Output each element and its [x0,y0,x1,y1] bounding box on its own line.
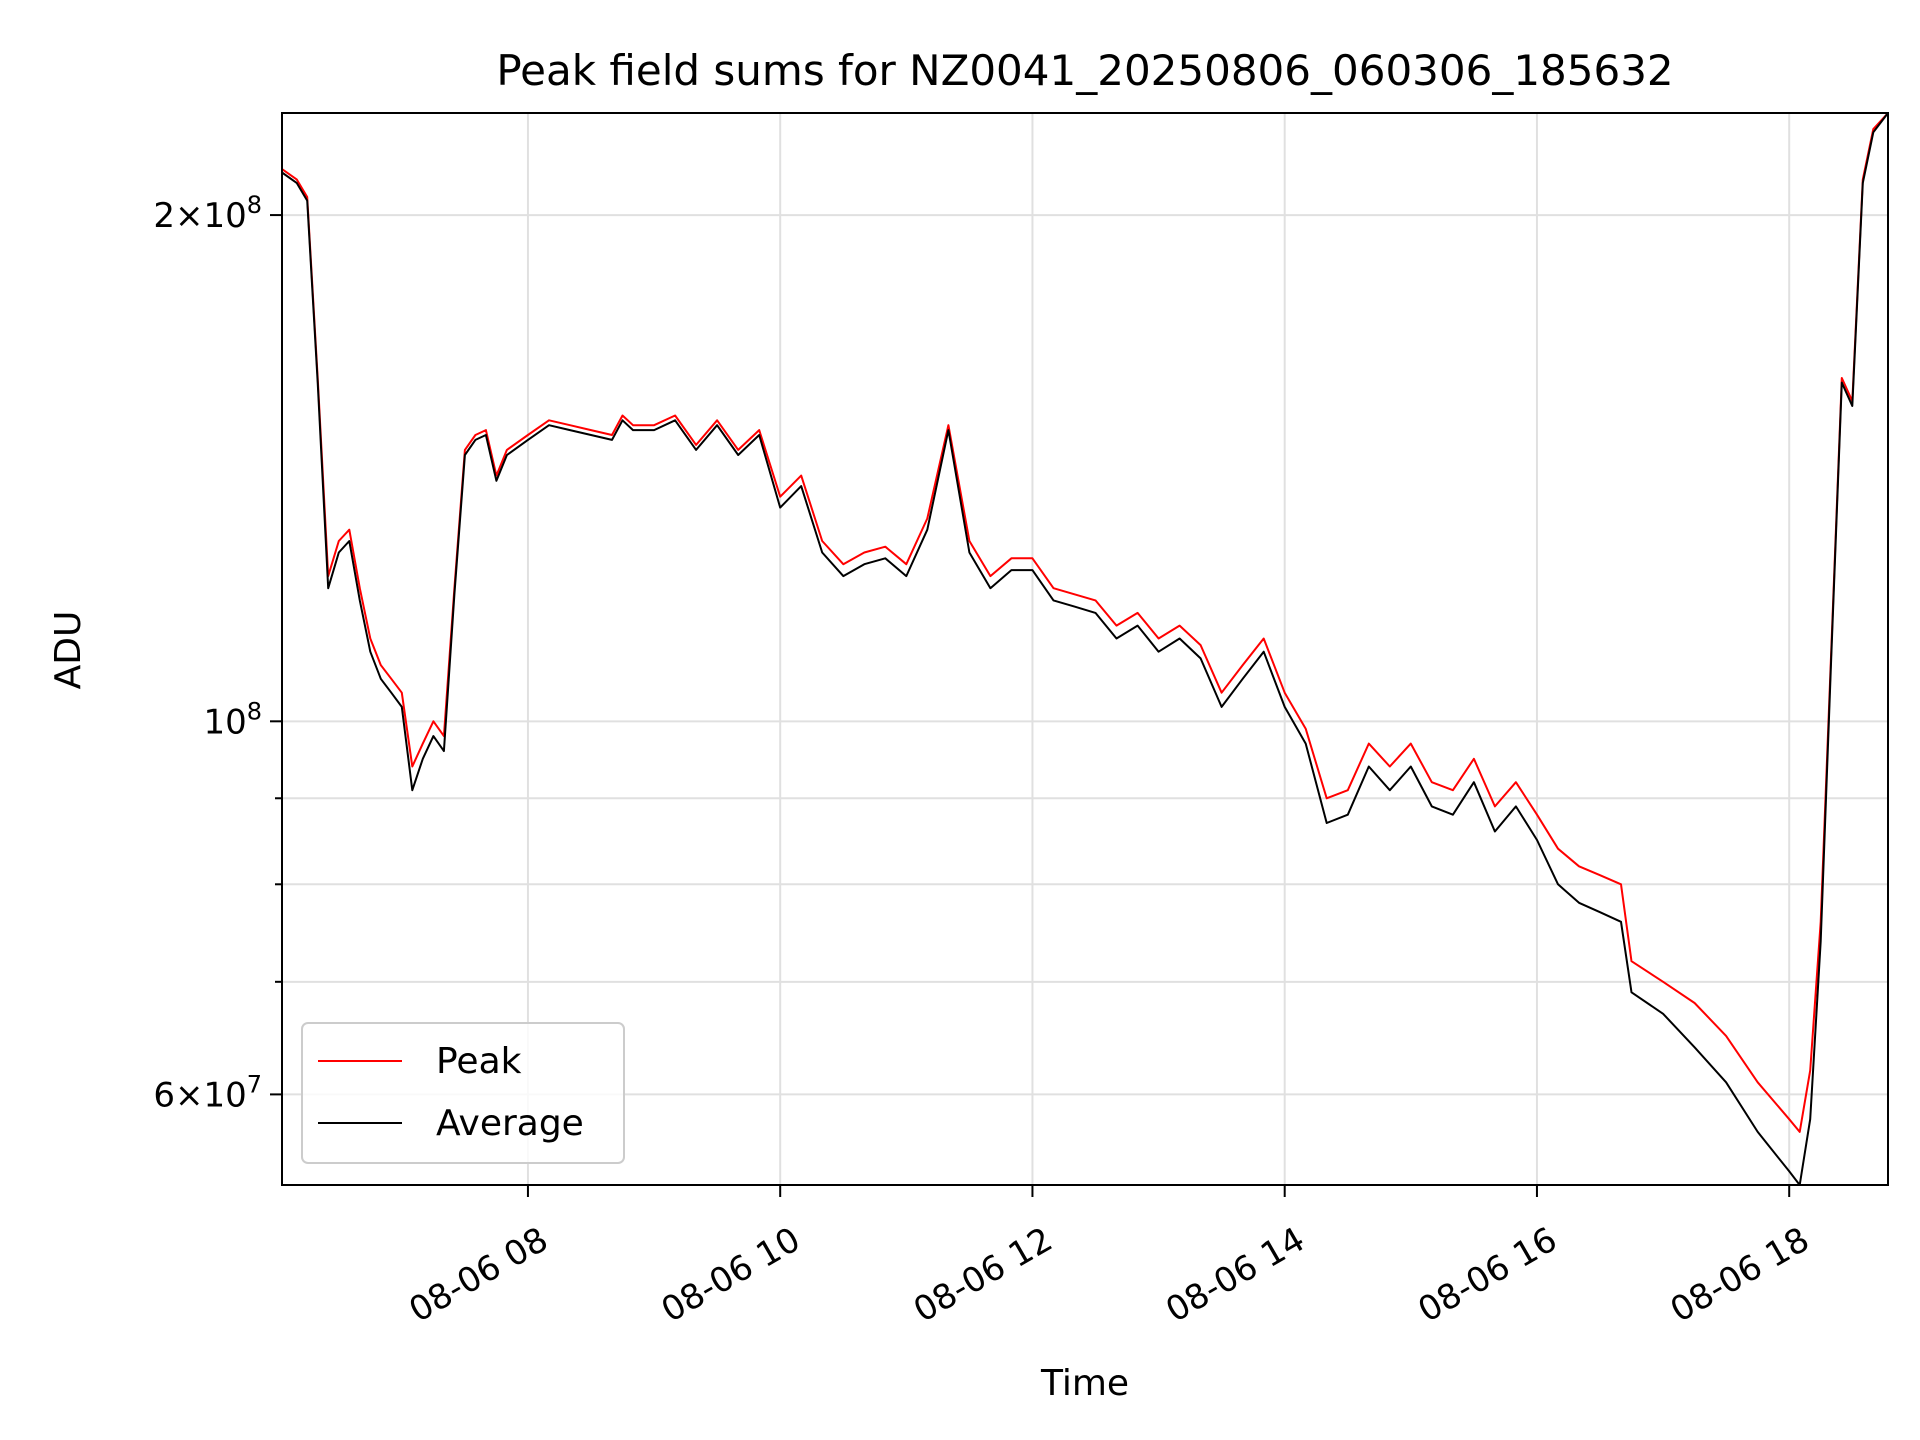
legend-label-average: Average [436,1103,584,1144]
x-axis-title: Time [1040,1363,1129,1404]
grid-lines [282,113,1888,1185]
legend: Peak Average [301,1022,625,1164]
y-tick-label: 6×107 [153,1070,262,1115]
y-axis-title: ADU [48,611,89,690]
plot-frame [281,112,1889,1186]
plot-area [281,112,1889,1186]
legend-label-peak: Peak [436,1041,522,1082]
y-tick-label: 108 [203,697,262,742]
y-tick-label: 2×108 [153,191,262,236]
series-line-average [281,112,1889,1186]
chart-title: Peak field sums for NZ0041_20250806_0603… [496,46,1673,95]
y-axis: 2×108 108 6×107 [153,191,282,1115]
series-line-peak [281,112,1889,1133]
